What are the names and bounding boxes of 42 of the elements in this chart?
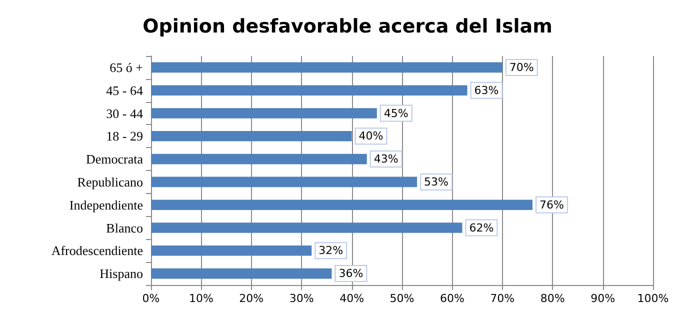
data-label: 76%	[540, 198, 564, 212]
y-tick-label: Afrodescendiente	[51, 243, 144, 258]
bar	[151, 85, 468, 96]
x-tick-label: 70%	[490, 292, 515, 305]
data-label: 32%	[318, 244, 344, 258]
y-tick-label: 30 - 44	[106, 106, 144, 121]
bar	[151, 62, 502, 73]
data-label: 36%	[338, 267, 364, 280]
bar	[151, 154, 367, 164]
x-tick-label: 30%	[289, 292, 314, 305]
y-tick-label: 65 ó +	[110, 60, 143, 75]
data-label: 53%	[424, 175, 449, 188]
x-tick-label: 80%	[540, 292, 565, 305]
data-label: 70%	[509, 60, 534, 74]
x-tick-label: 0%	[142, 292, 160, 305]
y-tick-label: Independiente	[69, 197, 144, 212]
x-tick-label: 100%	[637, 292, 669, 305]
y-tick-label: Hispano	[100, 266, 143, 282]
bar	[151, 222, 462, 233]
y-tick-label: 18 - 29	[106, 128, 143, 144]
y-tick-label: 45 - 64	[106, 82, 144, 98]
bar	[151, 131, 352, 142]
data-label: 40%	[358, 130, 384, 143]
x-tick-label: 40%	[340, 292, 364, 305]
y-tick-label: Democrata	[86, 152, 144, 167]
data-label: 63%	[474, 84, 499, 97]
x-tick-label: 60%	[440, 292, 464, 305]
data-label: 43%	[374, 152, 398, 166]
bar	[151, 268, 332, 279]
x-tick-label: 50%	[390, 292, 414, 305]
y-tick-label: Blanco	[106, 220, 143, 236]
x-tick-label: 90%	[590, 292, 616, 305]
data-label: 45%	[384, 106, 408, 120]
y-tick-label: Republicano	[77, 174, 143, 190]
bar	[151, 200, 533, 210]
x-tick-label: 20%	[239, 292, 264, 305]
chart-title: Opinion desfavorable acerca del Islam	[142, 16, 552, 38]
x-tick-label: 10%	[188, 292, 214, 305]
bar	[151, 176, 418, 188]
bar	[151, 246, 312, 256]
data-label: 62%	[469, 221, 494, 234]
bar	[151, 108, 377, 118]
